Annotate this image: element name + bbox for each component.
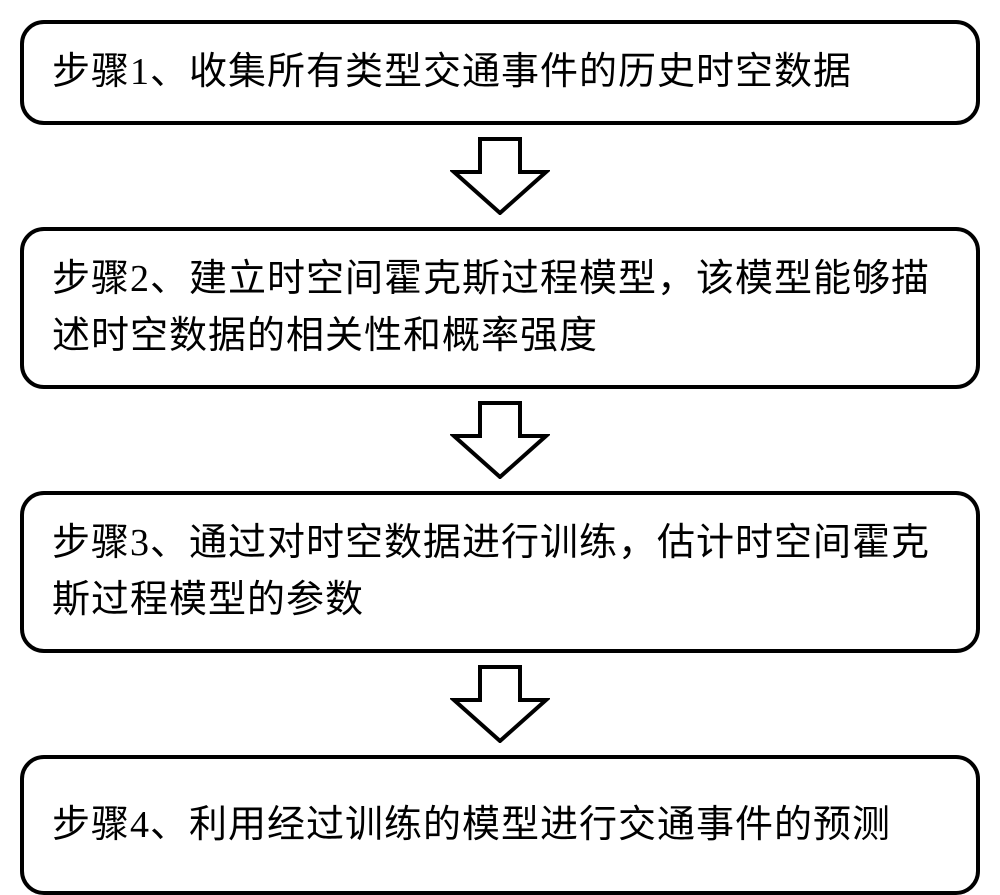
- down-arrow-icon: [450, 401, 550, 479]
- step-text-2: 步骤2、建立时空间霍克斯过程模型，该模型能够描述时空数据的相关性和概率强度: [52, 251, 948, 365]
- step-box-3: 步骤3、通过对时空数据进行训练，估计时空间霍克斯过程模型的参数: [20, 491, 980, 653]
- step-text-4: 步骤4、利用经过训练的模型进行交通事件的预测: [52, 797, 891, 854]
- step-text-1: 步骤1、收集所有类型交通事件的历史时空数据: [52, 44, 852, 101]
- arrow-1: [450, 137, 550, 215]
- step-box-2: 步骤2、建立时空间霍克斯过程模型，该模型能够描述时空数据的相关性和概率强度: [20, 227, 980, 389]
- arrow-3: [450, 665, 550, 743]
- down-arrow-icon: [450, 137, 550, 215]
- arrow-2: [450, 401, 550, 479]
- step-box-4: 步骤4、利用经过训练的模型进行交通事件的预测: [20, 755, 980, 895]
- step-box-1: 步骤1、收集所有类型交通事件的历史时空数据: [20, 20, 980, 125]
- step-text-3: 步骤3、通过对时空数据进行训练，估计时空间霍克斯过程模型的参数: [52, 515, 948, 629]
- flowchart-container: 步骤1、收集所有类型交通事件的历史时空数据 步骤2、建立时空间霍克斯过程模型，该…: [15, 20, 985, 895]
- down-arrow-icon: [450, 665, 550, 743]
